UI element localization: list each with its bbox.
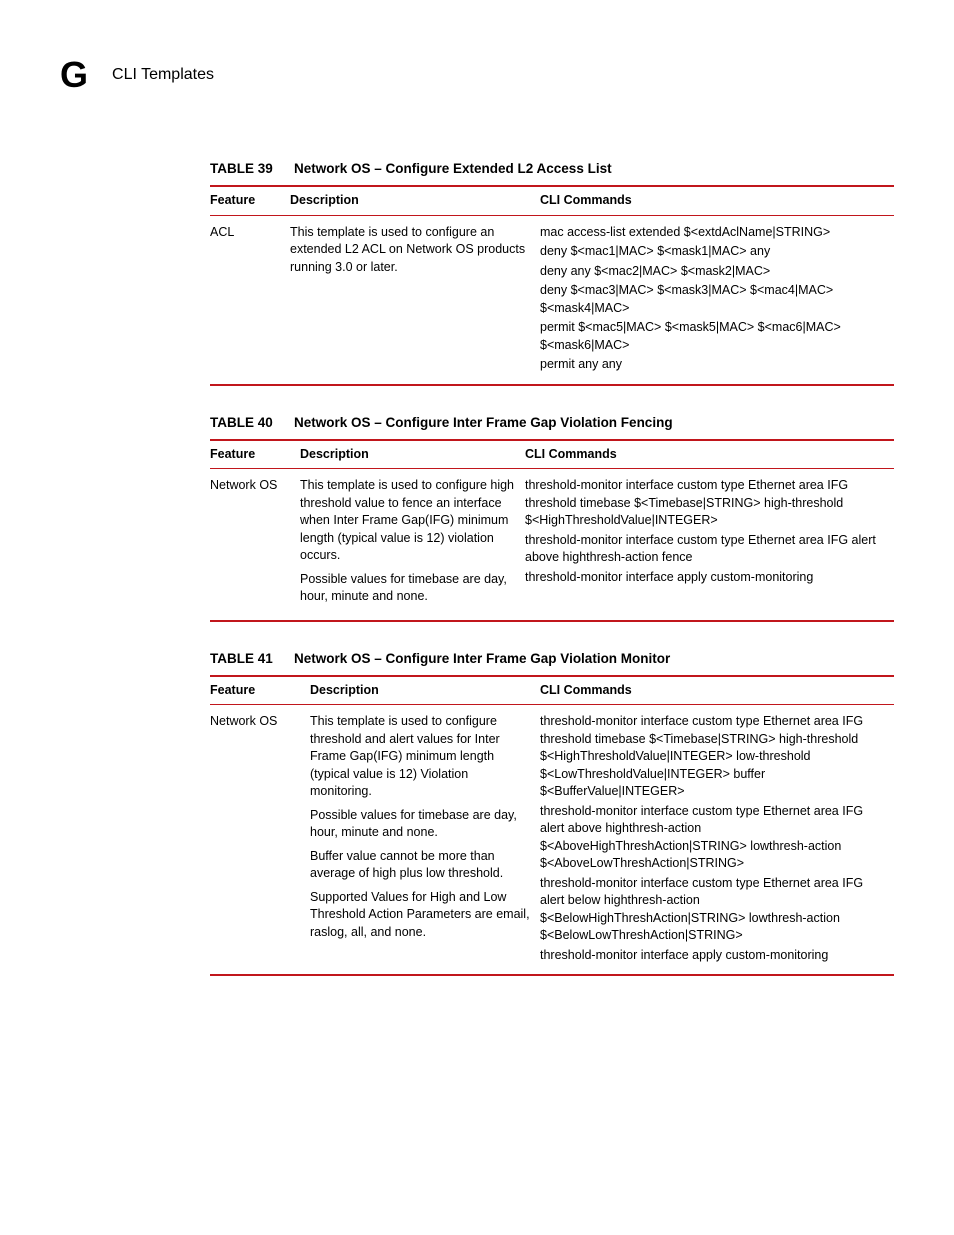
cli-line: threshold-monitor interface custom type … [525, 477, 886, 530]
data-table: FeatureDescriptionCLI CommandsNetwork OS… [210, 675, 894, 977]
tables-container: TABLE 39Network OS – Configure Extended … [60, 160, 894, 976]
column-header: Description [300, 440, 525, 469]
table-caption: TABLE 41Network OS – Configure Inter Fra… [210, 650, 894, 669]
data-table: FeatureDescriptionCLI CommandsACLThis te… [210, 185, 894, 386]
description-paragraph: This template is used to configure high … [300, 477, 517, 565]
table-caption: TABLE 39Network OS – Configure Extended … [210, 160, 894, 179]
cli-cell: threshold-monitor interface custom type … [525, 469, 894, 621]
cli-line: permit any any [540, 356, 886, 374]
feature-cell: Network OS [210, 469, 300, 621]
cli-line: deny $<mac3|MAC> $<mask3|MAC> $<mac4|MAC… [540, 282, 886, 317]
column-header: Description [290, 186, 540, 215]
cli-line: threshold-monitor interface custom type … [525, 532, 886, 567]
cli-line: threshold-monitor interface apply custom… [540, 947, 886, 965]
description-paragraph: This template is used to configure an ex… [290, 224, 532, 277]
section-title: CLI Templates [112, 64, 214, 86]
cli-line: threshold-monitor interface apply custom… [525, 569, 886, 587]
table-block: TABLE 41Network OS – Configure Inter Fra… [210, 650, 894, 976]
column-header: Feature [210, 676, 310, 705]
column-header: CLI Commands [540, 676, 894, 705]
column-header: CLI Commands [540, 186, 894, 215]
cli-line: deny any $<mac2|MAC> $<mask2|MAC> [540, 263, 886, 281]
page-header: G CLI Templates [60, 50, 894, 100]
table-block: TABLE 39Network OS – Configure Extended … [210, 160, 894, 385]
cli-line: mac access-list extended $<extdAclName|S… [540, 224, 886, 242]
cli-line: deny $<mac1|MAC> $<mask1|MAC> any [540, 243, 886, 261]
cli-line: threshold-monitor interface custom type … [540, 713, 886, 801]
appendix-letter: G [60, 50, 88, 100]
description-cell: This template is used to configure an ex… [290, 215, 540, 385]
cli-cell: mac access-list extended $<extdAclName|S… [540, 215, 894, 385]
description-paragraph: This template is used to configure thres… [310, 713, 532, 801]
table-number: TABLE 41 [210, 650, 294, 669]
cli-line: threshold-monitor interface custom type … [540, 875, 886, 945]
feature-cell: ACL [210, 215, 290, 385]
column-header: CLI Commands [525, 440, 894, 469]
data-table: FeatureDescriptionCLI CommandsNetwork OS… [210, 439, 894, 622]
table-row: Network OSThis template is used to confi… [210, 705, 894, 976]
table-number: TABLE 39 [210, 160, 294, 179]
table-title: Network OS – Configure Extended L2 Acces… [294, 161, 612, 176]
description-paragraph: Possible values for timebase are day, ho… [300, 571, 517, 606]
table-caption: TABLE 40Network OS – Configure Inter Fra… [210, 414, 894, 433]
column-header: Feature [210, 440, 300, 469]
table-row: ACLThis template is used to configure an… [210, 215, 894, 385]
column-header: Feature [210, 186, 290, 215]
column-header: Description [310, 676, 540, 705]
table-number: TABLE 40 [210, 414, 294, 433]
description-cell: This template is used to configure high … [300, 469, 525, 621]
cli-line: threshold-monitor interface custom type … [540, 803, 886, 873]
description-paragraph: Buffer value cannot be more than average… [310, 848, 532, 883]
description-cell: This template is used to configure thres… [310, 705, 540, 976]
description-paragraph: Supported Values for High and Low Thresh… [310, 889, 532, 942]
cli-cell: threshold-monitor interface custom type … [540, 705, 894, 976]
table-row: Network OSThis template is used to confi… [210, 469, 894, 621]
cli-line: permit $<mac5|MAC> $<mask5|MAC> $<mac6|M… [540, 319, 886, 354]
description-paragraph: Possible values for timebase are day, ho… [310, 807, 532, 842]
table-title: Network OS – Configure Inter Frame Gap V… [294, 651, 670, 666]
table-title: Network OS – Configure Inter Frame Gap V… [294, 415, 673, 430]
feature-cell: Network OS [210, 705, 310, 976]
table-block: TABLE 40Network OS – Configure Inter Fra… [210, 414, 894, 622]
